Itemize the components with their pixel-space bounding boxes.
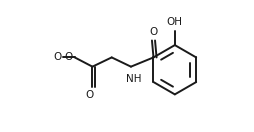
- Text: NH: NH: [125, 74, 141, 84]
- Text: O: O: [64, 52, 72, 62]
- Text: O: O: [85, 90, 93, 100]
- Text: OH: OH: [167, 17, 183, 27]
- Text: O: O: [149, 27, 158, 37]
- Text: O: O: [53, 52, 62, 62]
